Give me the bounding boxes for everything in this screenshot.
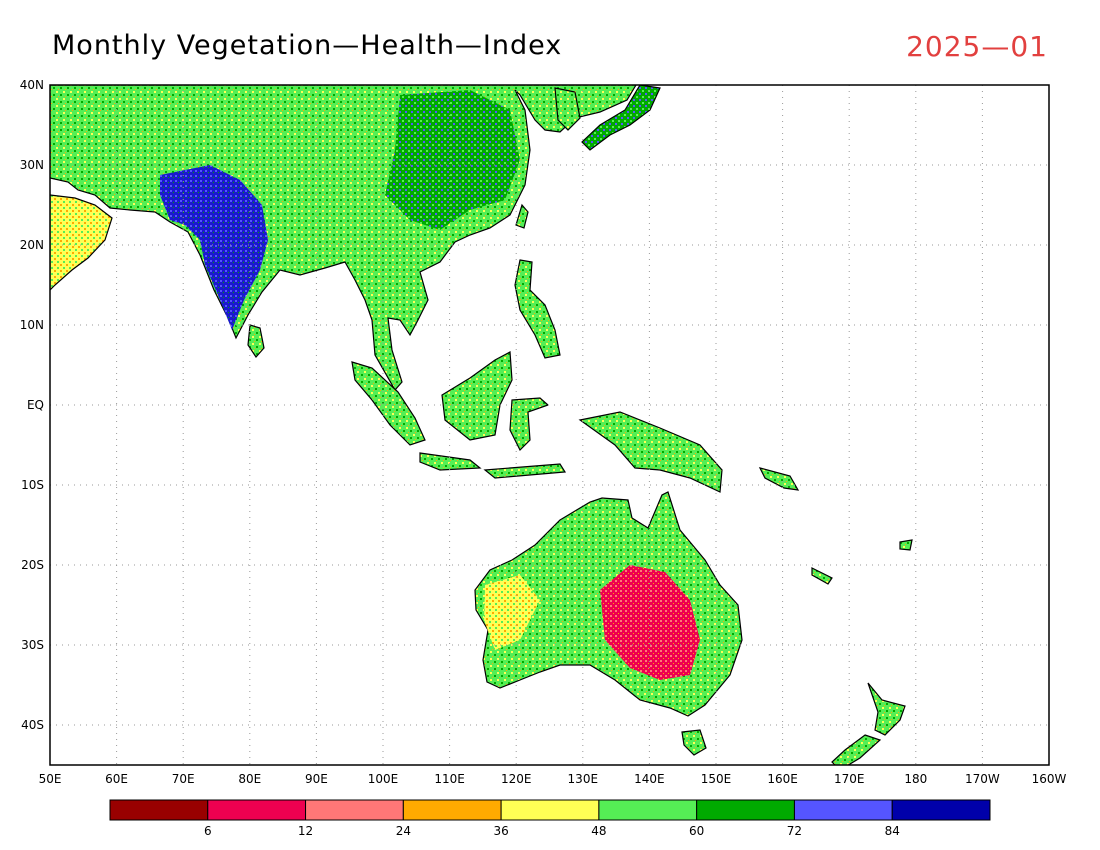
legend-swatch xyxy=(696,799,795,821)
arabia-landmass xyxy=(50,194,113,291)
lon-label: 80E xyxy=(238,772,261,786)
lat-label: 10N xyxy=(20,318,44,332)
new-guinea-landmass xyxy=(578,411,723,493)
lat-label: 40S xyxy=(21,718,44,732)
taiwan-landmass xyxy=(515,203,529,229)
tasmania-landmass xyxy=(681,729,707,756)
new-zealand-north xyxy=(867,682,906,736)
legend-swatch xyxy=(793,799,893,821)
lesser-sunda-landmass xyxy=(483,463,567,479)
legend-tick-label: 84 xyxy=(885,824,900,838)
new-caledonia xyxy=(811,567,833,585)
legend-tick-label: 12 xyxy=(298,824,313,838)
legend-swatch xyxy=(500,799,600,821)
legend-swatch xyxy=(402,799,502,821)
australia-dry-zone xyxy=(484,575,540,650)
lon-label: 160W xyxy=(1032,772,1067,786)
lon-label: 100E xyxy=(368,772,399,786)
lon-label: 150E xyxy=(701,772,732,786)
color-legend: 6 12 24 36 48 60 72 84 xyxy=(109,799,991,838)
japan-landmass xyxy=(581,85,661,151)
lon-label: 160E xyxy=(767,772,798,786)
lon-label: 130E xyxy=(568,772,599,786)
lat-label: EQ xyxy=(27,398,44,412)
legend-swatch xyxy=(598,799,698,821)
latitude-labels: 40N 30N 20N 10N EQ 10S 20S 30S 40S xyxy=(20,78,44,732)
lat-label: 40N xyxy=(20,78,44,92)
lat-label: 20S xyxy=(21,558,44,572)
new-zealand-south xyxy=(831,734,882,765)
lat-label: 30S xyxy=(21,638,44,652)
map-date: 2025—01 xyxy=(906,30,1048,63)
lon-label: 170W xyxy=(965,772,1000,786)
lon-label: 90E xyxy=(305,772,328,786)
sri-lanka-landmass xyxy=(247,324,265,358)
australia-drought-zone xyxy=(600,565,700,680)
lon-label: 180 xyxy=(904,772,927,786)
lon-label: 140E xyxy=(634,772,665,786)
java-landmass xyxy=(419,452,482,471)
fiji-island xyxy=(899,539,913,551)
lon-label: 110E xyxy=(434,772,465,786)
lon-label: 50E xyxy=(39,772,62,786)
china-wet-zone xyxy=(385,90,520,230)
lat-label: 10S xyxy=(21,478,44,492)
legend-swatch xyxy=(891,799,991,821)
longitude-labels: 50E 60E 70E 80E 90E 100E 110E 120E 130E 140E 150E 1… xyxy=(39,772,1067,786)
sulawesi-landmass xyxy=(509,397,550,452)
solomon-islands xyxy=(758,467,800,491)
legend-tick-label: 6 xyxy=(204,824,212,838)
korea-landmass xyxy=(554,87,581,131)
legend-tick-label: 24 xyxy=(396,824,411,838)
philippines-landmass xyxy=(514,259,561,359)
legend-tick-label: 48 xyxy=(591,824,606,838)
lon-label: 120E xyxy=(501,772,532,786)
lat-label: 20N xyxy=(20,238,44,252)
lon-label: 70E xyxy=(172,772,195,786)
india-wet-zone xyxy=(160,165,268,330)
lon-label: 170E xyxy=(834,772,865,786)
legend-tick-label: 36 xyxy=(493,824,508,838)
legend-swatch xyxy=(207,799,307,821)
map-frame xyxy=(49,84,1050,766)
sumatra-landmass xyxy=(351,361,426,446)
map-title: Monthly Vegetation—Health—Index xyxy=(52,30,563,61)
lat-label: 30N xyxy=(20,158,44,172)
legend-swatch xyxy=(305,799,404,821)
lon-label: 60E xyxy=(105,772,128,786)
legend-tick-label: 60 xyxy=(689,824,704,838)
land-layer xyxy=(50,85,913,765)
legend-tick-label: 72 xyxy=(787,824,802,838)
borneo-landmass xyxy=(441,351,513,441)
legend-swatch xyxy=(109,799,209,821)
